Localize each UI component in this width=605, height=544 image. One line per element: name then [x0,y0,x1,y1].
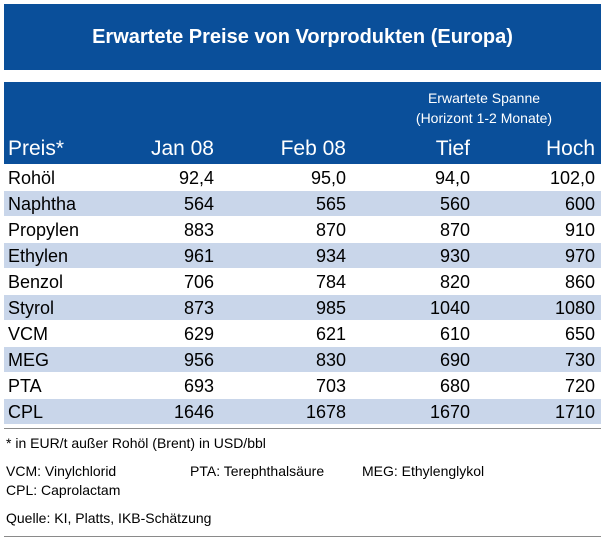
abbr-meg: MEG: Ethylenglykol [362,463,485,479]
col-header-preis: Preis* [8,137,65,160]
cell-feb: 784 [315,272,346,292]
source-note: Quelle: KI, Platts, IKB-Schätzung [6,510,212,526]
row-name: MEG [8,350,50,370]
abbr-pta: PTA: Terephthalsäure [190,463,325,479]
cell-hoch: 1710 [554,402,595,422]
row-name: PTA [8,376,42,396]
bottom-divider [4,536,601,537]
cell-jan: 564 [183,194,214,214]
cell-tief: 690 [439,350,470,370]
table-row-propylen: Propylen 883 870 870 910 [4,216,601,242]
cell-tief: 610 [439,324,470,344]
cell-tief: 94,0 [434,168,470,188]
expected-range-label: Erwartete Spanne (Horizont 1-2 Monate) [384,88,584,128]
cell-hoch: 1080 [554,298,595,318]
cell-tief: 1670 [429,402,470,422]
row-name: Naphtha [8,194,77,214]
row-name: Rohöl [8,168,56,188]
table-row-ethylen: Ethylen 961 934 930 970 [4,242,601,268]
row-name: Benzol [8,272,64,292]
cell-hoch: 650 [564,324,595,344]
table-row-naphtha: Naphtha 564 565 560 600 [4,190,601,216]
col-header-hoch: Hoch [545,137,595,160]
cell-tief: 820 [439,272,470,292]
table-row-rohoel: Rohöl 92,4 95,0 94,0 102,0 [4,164,601,190]
cell-jan: 706 [183,272,214,292]
cell-feb: 985 [315,298,346,318]
table-row-vcm: VCM 629 621 610 650 [4,320,601,346]
table-bottom-divider [4,428,601,429]
row-name: Styrol [8,298,55,318]
cell-jan: 883 [183,220,214,240]
cell-feb: 703 [315,376,346,396]
table-row-pta: PTA 693 703 680 720 [4,372,601,398]
expected-range-line1: Erwartete Spanne [427,90,541,106]
cell-tief: 870 [439,220,470,240]
cell-feb: 870 [315,220,346,240]
row-name: CPL [8,402,44,422]
cell-jan: 629 [183,324,214,344]
cell-feb: 95,0 [310,168,346,188]
expected-range-line2: (Horizont 1-2 Monate) [415,110,553,126]
cell-jan: 693 [183,376,214,396]
cell-hoch: 600 [564,194,595,214]
abbr-vcm: VCM: Vinylchlorid [6,463,117,479]
cell-hoch: 860 [564,272,595,292]
footnote: * in EUR/t außer Rohöl (Brent) in USD/bb… [6,435,266,451]
row-name: Propylen [8,220,80,240]
cell-tief: 930 [439,246,470,266]
col-header-feb08: Feb 08 [280,137,346,160]
cell-jan: 956 [183,350,214,370]
row-name: VCM [8,324,48,344]
cell-hoch: 730 [564,350,595,370]
table-header: Erwartete Spanne (Horizont 1-2 Monate) P… [4,82,601,164]
abbr-cpl: CPL: Caprolactam [6,482,121,498]
cell-tief: 560 [439,194,470,214]
cell-feb: 934 [315,246,346,266]
table-title: Erwartete Preise von Vorprodukten (Europ… [4,4,601,70]
cell-jan: 961 [183,246,214,266]
cell-feb: 621 [315,324,346,344]
cell-hoch: 102,0 [549,168,595,188]
cell-tief: 680 [439,376,470,396]
cell-hoch: 970 [564,246,595,266]
cell-jan: 92,4 [178,168,214,188]
cell-hoch: 720 [564,376,595,396]
table-row-benzol: Benzol 706 784 820 860 [4,268,601,294]
price-table: Rohöl 92,4 95,0 94,0 102,0 Naphtha 564 5… [4,164,601,424]
cell-tief: 1040 [429,298,470,318]
cell-feb: 830 [315,350,346,370]
col-header-jan08: Jan 08 [150,137,214,160]
table-title-text: Erwartete Preise von Vorprodukten (Europ… [92,25,513,48]
cell-jan: 873 [183,298,214,318]
cell-jan: 1646 [173,402,214,422]
cell-feb: 565 [315,194,346,214]
table-row-styrol: Styrol 873 985 1040 1080 [4,294,601,320]
table-row-meg: MEG 956 830 690 730 [4,346,601,372]
cell-feb: 1678 [305,402,346,422]
cell-hoch: 910 [564,220,595,240]
col-header-tief: Tief [435,137,470,160]
row-name: Ethylen [8,246,69,266]
table-row-cpl: CPL 1646 1678 1670 1710 [4,398,601,424]
